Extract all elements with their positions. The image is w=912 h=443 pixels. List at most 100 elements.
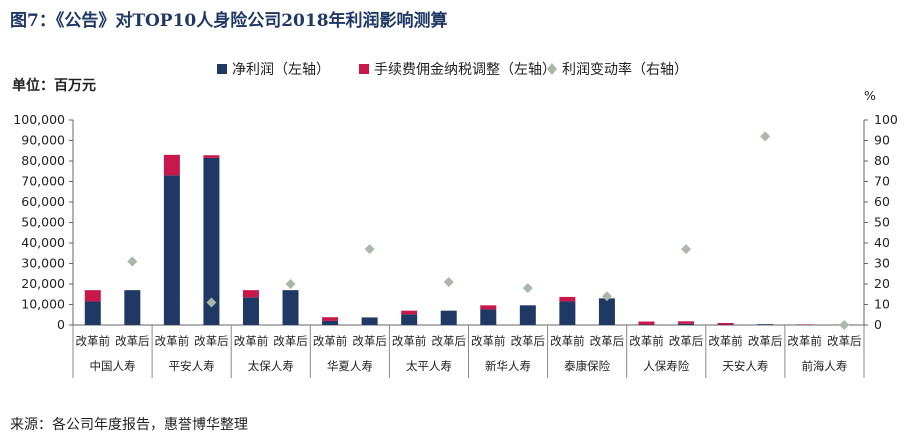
point-profit-change-rate (839, 320, 850, 330)
bar-net-profit (598, 298, 615, 325)
right-tick-label: 20 (874, 276, 890, 291)
point-profit-change-rate (443, 276, 454, 287)
x-group-label: 泰康保险 (564, 359, 610, 373)
point-profit-change-rate (760, 131, 771, 142)
x-subcategory-label: 改革后 (827, 334, 862, 348)
x-subcategory-label: 改革前 (550, 334, 585, 348)
left-axis-unit: 单位：百万元 (12, 77, 96, 94)
legend-label: 手续费佣金纳税调整（左轴） (374, 61, 556, 78)
point-profit-change-rate (206, 297, 217, 308)
right-tick-label: 0 (874, 317, 882, 332)
left-tick-label: 0 (57, 317, 65, 332)
legend-swatch (359, 64, 369, 74)
point-profit-change-rate (522, 283, 533, 294)
right-tick-label: 40 (874, 235, 890, 250)
x-group-label: 中国人寿 (90, 359, 136, 373)
x-subcategory-label: 改革后 (511, 334, 546, 348)
left-tick-label: 70,000 (21, 174, 65, 189)
bar-tax-adjustment (163, 154, 180, 176)
x-subcategory-label: 改革前 (471, 334, 506, 348)
right-tick-label: 90 (874, 133, 890, 148)
right-tick-label: 70 (874, 174, 890, 189)
right-tick-label: 100 (874, 112, 898, 127)
x-group-label: 新华人寿 (485, 359, 531, 373)
x-subcategory-label: 改革前 (234, 334, 269, 348)
left-tick-label: 80,000 (21, 153, 65, 168)
right-tick-label: 50 (874, 215, 890, 230)
x-subcategory-label: 改革后 (273, 334, 308, 348)
bar-tax-adjustment (678, 321, 695, 324)
left-tick-label: 90,000 (21, 133, 65, 148)
right-tick-label: 30 (874, 256, 890, 271)
x-subcategory-label: 改革后 (669, 334, 704, 348)
legend-label: 净利润（左轴） (232, 62, 330, 78)
right-tick-label: 10 (874, 297, 890, 312)
x-subcategory-label: 改革后 (194, 334, 229, 348)
x-subcategory-label: 改革前 (392, 334, 427, 348)
x-subcategory-label: 改革前 (155, 334, 190, 348)
bar-tax-adjustment (322, 317, 339, 321)
x-subcategory-label: 改革后 (590, 334, 625, 348)
legend-label: 利润变动率（右轴） (562, 61, 688, 78)
chart-title: 图7：《公告》对TOP10人身险公司2018年利润影响测算 (10, 11, 448, 31)
bar-net-profit (480, 309, 497, 325)
bar-net-profit (757, 324, 774, 325)
x-subcategory-label: 改革后 (115, 334, 150, 348)
x-group-label: 平安人寿 (169, 359, 215, 373)
left-tick-label: 30,000 (21, 256, 65, 271)
bar-net-profit (124, 290, 141, 325)
x-subcategory-label: 改革前 (787, 334, 822, 348)
x-subcategory-label: 改革后 (748, 334, 783, 348)
bar-net-profit (361, 317, 378, 325)
bar-tax-adjustment (401, 310, 418, 315)
source-note: 来源：各公司年度报告，惠誉博华整理 (10, 417, 248, 433)
x-group-label: 前海人寿 (801, 359, 847, 373)
x-group-label: 太保人寿 (248, 359, 294, 373)
point-profit-change-rate (285, 279, 296, 289)
bar-net-profit (322, 320, 339, 325)
x-subcategory-label: 改革前 (313, 334, 348, 348)
bar-tax-adjustment (559, 296, 576, 302)
x-subcategory-label: 改革前 (76, 334, 111, 348)
x-group-label: 天安人寿 (722, 359, 768, 373)
bar-net-profit (163, 175, 180, 325)
bar-tax-adjustment (717, 322, 734, 325)
point-profit-change-rate (127, 256, 138, 267)
left-tick-label: 10,000 (21, 297, 65, 312)
left-tick-label: 40,000 (21, 235, 65, 250)
x-group-label: 华夏人寿 (327, 359, 373, 373)
bar-net-profit (282, 290, 299, 325)
bar-tax-adjustment (638, 321, 655, 325)
point-profit-change-rate (681, 244, 692, 255)
point-profit-change-rate (601, 291, 612, 302)
bar-tax-adjustment (84, 290, 101, 302)
bar-net-profit (440, 310, 457, 325)
bar-net-profit (678, 323, 695, 325)
bar-net-profit (519, 305, 536, 325)
point-profit-change-rate (364, 244, 375, 255)
bar-net-profit (401, 314, 418, 325)
left-tick-label: 60,000 (21, 194, 65, 209)
legend-swatch (217, 64, 227, 74)
x-group-label: 太平人寿 (406, 359, 452, 373)
left-tick-label: 20,000 (21, 276, 65, 291)
right-tick-label: 80 (874, 153, 890, 168)
bar-tax-adjustment (480, 305, 497, 310)
bar-net-profit (242, 297, 259, 325)
bar-net-profit (203, 157, 220, 325)
x-subcategory-label: 改革前 (708, 334, 743, 348)
left-tick-label: 50,000 (21, 215, 65, 230)
x-subcategory-label: 改革后 (352, 334, 387, 348)
x-subcategory-label: 改革后 (431, 334, 466, 348)
right-axis-unit: % (864, 88, 876, 103)
x-group-label: 人保寿险 (643, 359, 689, 373)
x-subcategory-label: 改革前 (629, 334, 664, 348)
bar-tax-adjustment (203, 155, 220, 158)
bar-tax-adjustment (242, 290, 259, 298)
left-tick-label: 100,000 (13, 112, 65, 127)
legend-swatch (547, 63, 557, 75)
bar-net-profit (559, 301, 576, 325)
bar-net-profit (84, 301, 101, 325)
right-tick-label: 60 (874, 194, 890, 209)
